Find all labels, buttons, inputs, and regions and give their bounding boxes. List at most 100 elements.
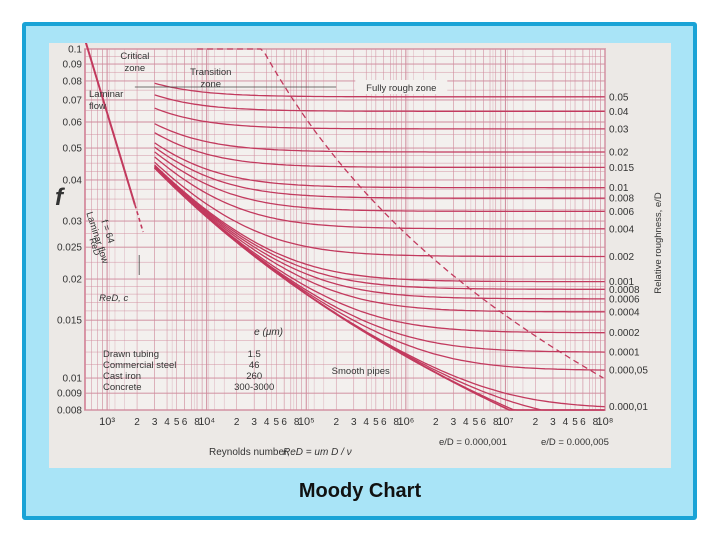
transition-boundary <box>197 48 604 379</box>
roughness-label: 0.0002 <box>609 328 640 339</box>
roughness-label: 0.008 <box>609 194 634 205</box>
x-tick-label: 5 <box>473 417 479 428</box>
roughness-label: 0.05 <box>609 92 629 103</box>
x-tick-label: 5 <box>273 417 279 428</box>
roughness-label: 0.02 <box>609 148 629 159</box>
x-tick-label: 10⁶ <box>397 416 414 428</box>
y-tick-label: 0.015 <box>57 316 82 327</box>
roughness-label: 0.04 <box>609 107 629 118</box>
roughness-curve <box>154 146 605 199</box>
roughness-label: 0.03 <box>609 124 629 135</box>
y-tick-label: 0.05 <box>63 144 83 155</box>
x-tick-label: 2 <box>333 417 339 428</box>
y-tick-label: 0.04 <box>63 175 83 186</box>
x-tick-label: 2 <box>433 417 439 428</box>
critical-re-label: ReD, c <box>99 293 128 304</box>
x-tick-label: 10⁴ <box>198 416 215 428</box>
x-tick-label: 6 <box>481 417 487 428</box>
roughness-curve <box>154 165 605 290</box>
x-tick-label: 10⁵ <box>298 416 315 428</box>
roughness-table-material: Commercial steel <box>103 360 176 371</box>
x-axis-label: Reynolds number, <box>209 447 290 458</box>
roughness-table-value: 46 <box>249 360 260 371</box>
x-tick-label: 4 <box>164 417 170 428</box>
roughness-table-value: 260 <box>246 371 262 382</box>
roughness-curve <box>154 166 605 313</box>
y-tick-label: 0.06 <box>63 118 83 129</box>
x-tick-label: 4 <box>264 417 270 428</box>
roughness-label: 0.000,05 <box>609 366 648 377</box>
roughness-table-material: Drawn tubing <box>103 349 159 360</box>
x-tick-label: 2 <box>234 417 240 428</box>
laminar-line-dashed <box>134 204 144 233</box>
x-tick-label: 10⁷ <box>497 416 513 428</box>
x-tick-label: 10³ <box>99 416 115 428</box>
y-tick-label: 0.1 <box>68 45 82 56</box>
x-tick-label: 3 <box>550 417 556 428</box>
roughness-curve <box>154 142 605 189</box>
x-tick-label: 6 <box>580 417 586 428</box>
roughness-label: 0.0008 <box>609 285 640 296</box>
roughness-label: 0.0006 <box>609 294 640 305</box>
roughness-curve <box>154 123 605 153</box>
y-tick-label: 0.09 <box>63 60 83 71</box>
y-tick-label: 0.02 <box>63 275 83 286</box>
zone-label-fully-rough: Fully rough zone <box>366 83 436 94</box>
smooth-pipes-label: Smooth pipes <box>332 366 390 377</box>
roughness-curve <box>154 151 605 212</box>
roughness-label: 0.004 <box>609 224 634 235</box>
roughness-curve <box>154 82 605 98</box>
zone-label-critical: zone <box>125 63 146 74</box>
x-tick-label: 4 <box>563 417 569 428</box>
y-tick-label: 0.03 <box>63 217 83 228</box>
x-tick-label: 8 <box>593 417 599 428</box>
roughness-label: 0.001 <box>609 277 634 288</box>
roughness-curve <box>154 164 605 283</box>
roughness-label: 0.015 <box>609 163 634 174</box>
roughness-table-material: Concrete <box>103 382 142 393</box>
x-tick-label: 8 <box>294 417 300 428</box>
roughness-label: 0.006 <box>609 207 634 218</box>
roughness-label: 0.0004 <box>609 307 640 318</box>
x-axis-label-math: ReD = um D / ν <box>283 447 352 458</box>
laminar-flow-label: Laminar <box>89 89 123 100</box>
y-tick-label: 0.01 <box>63 374 83 385</box>
x-tick-label: 8 <box>194 417 200 428</box>
laminar-line <box>84 43 136 205</box>
roughness-curve <box>154 94 605 112</box>
slide-caption: Moody Chart <box>298 480 422 502</box>
x-tick-label: 6 <box>381 417 387 428</box>
y-tick-label: 0.08 <box>63 76 83 87</box>
x-tick-label: 8 <box>493 417 499 428</box>
roughness-callout: e/D = 0.000,005 <box>541 437 609 448</box>
zone-label-bg <box>355 80 448 94</box>
roughness-label: 0.01 <box>609 183 629 194</box>
moody-chart-photo: 0.1 0.09 0.08 0.07 0.06 0.05 0.04 0.03 0.025 0.02… <box>49 43 671 468</box>
x-tick-label: 10⁸ <box>597 416 614 428</box>
roughness-label: 0.002 <box>609 252 634 263</box>
roughness-curve <box>154 161 605 258</box>
x-tick-label: 8 <box>393 417 399 428</box>
zone-label-transition: zone <box>200 79 221 90</box>
laminar-flow-label: flow <box>89 101 106 112</box>
plot-area <box>84 48 606 411</box>
roughness-curve <box>154 107 605 130</box>
x-tick-label: 6 <box>182 417 188 428</box>
x-tick-label: 4 <box>363 417 369 428</box>
roughness-curve <box>154 132 605 169</box>
roughness-table-material: Cast iron <box>103 371 141 382</box>
x-tick-label: 3 <box>152 417 158 428</box>
roughness-label: 0.000,01 <box>609 402 648 413</box>
moody-chart-svg: 0.10.090.080.070.060.050.040.030.0250.02… <box>55 43 664 458</box>
y-tick-label: 0.025 <box>57 243 82 254</box>
x-tick-label: 5 <box>373 417 379 428</box>
x-tick-label: 3 <box>251 417 257 428</box>
roughness-table-value: 300-3000 <box>234 382 274 393</box>
zone-label-critical: Critical <box>120 51 149 62</box>
roughness-table-header: e (μm) <box>254 327 283 338</box>
zone-label-transition: Transition <box>190 67 231 78</box>
x-tick-label: 2 <box>533 417 539 428</box>
y-tick-label: 0.009 <box>57 389 82 400</box>
roughness-table-value: 1.5 <box>248 349 261 360</box>
roughness-curve <box>154 156 605 230</box>
